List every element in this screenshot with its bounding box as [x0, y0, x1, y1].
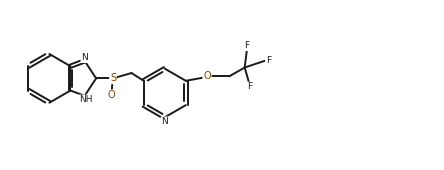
Text: F: F [247, 82, 253, 91]
Text: NH: NH [79, 95, 92, 104]
Text: N: N [81, 53, 88, 62]
Text: O: O [203, 71, 211, 81]
Text: F: F [266, 56, 271, 65]
Text: O: O [108, 90, 115, 100]
Text: F: F [244, 41, 250, 50]
Text: S: S [110, 73, 116, 83]
Text: N: N [161, 117, 168, 126]
